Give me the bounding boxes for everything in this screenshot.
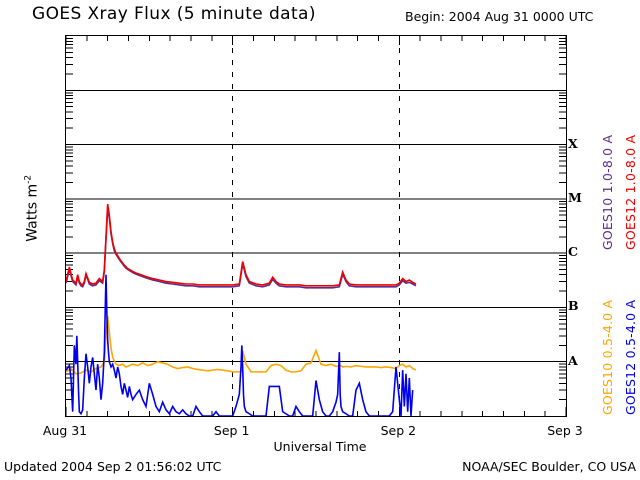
x-tick-label: Sep 2 [380,423,417,438]
flare-class-m: M [568,189,582,205]
series-goes12-1-0-8-0-a [66,204,417,287]
x-tick-label: Sep 1 [213,423,250,438]
page-title: GOES Xray Flux (5 minute data) [32,4,316,24]
x-tick-label: Sep 3 [547,423,583,438]
updated-timestamp: Updated 2004 Sep 2 01:56:02 UTC [4,459,222,474]
series-goes10-1-0-8-0-a [66,208,417,289]
x-axis-title: Universal Time [273,439,367,454]
begin-time-label: Begin: 2004 Aug 31 0000 UTC [405,9,594,24]
flare-class-labels: X M C B A [568,0,584,480]
series-goes12-0-5-4-0-a [66,274,414,416]
legend-label-goes10-long: GOES10 1.0-8.0 A [600,134,615,250]
plot-area [65,35,567,417]
flare-class-b: B [568,298,579,314]
flare-class-a: A [568,352,578,368]
flare-class-x: X [568,135,578,151]
x-axis-tick-labels: Aug 31 Sep 1 Sep 2 Sep 3 [0,420,640,440]
legend-label-goes12-long: GOES12 1.0-8.0 A [623,134,638,250]
series-goes10-0-5-4-0-a [66,315,417,375]
chart-svg [66,36,566,416]
source-attribution: NOAA/SEC Boulder, CO USA [462,459,636,474]
legend-label-goes10-short: GOES10 0.5-4.0 A [600,299,615,415]
legend-label-goes12-short: GOES12 0.5-4.0 A [623,299,638,415]
x-tick-label: Aug 31 [42,423,88,438]
flare-class-c: C [568,244,578,260]
